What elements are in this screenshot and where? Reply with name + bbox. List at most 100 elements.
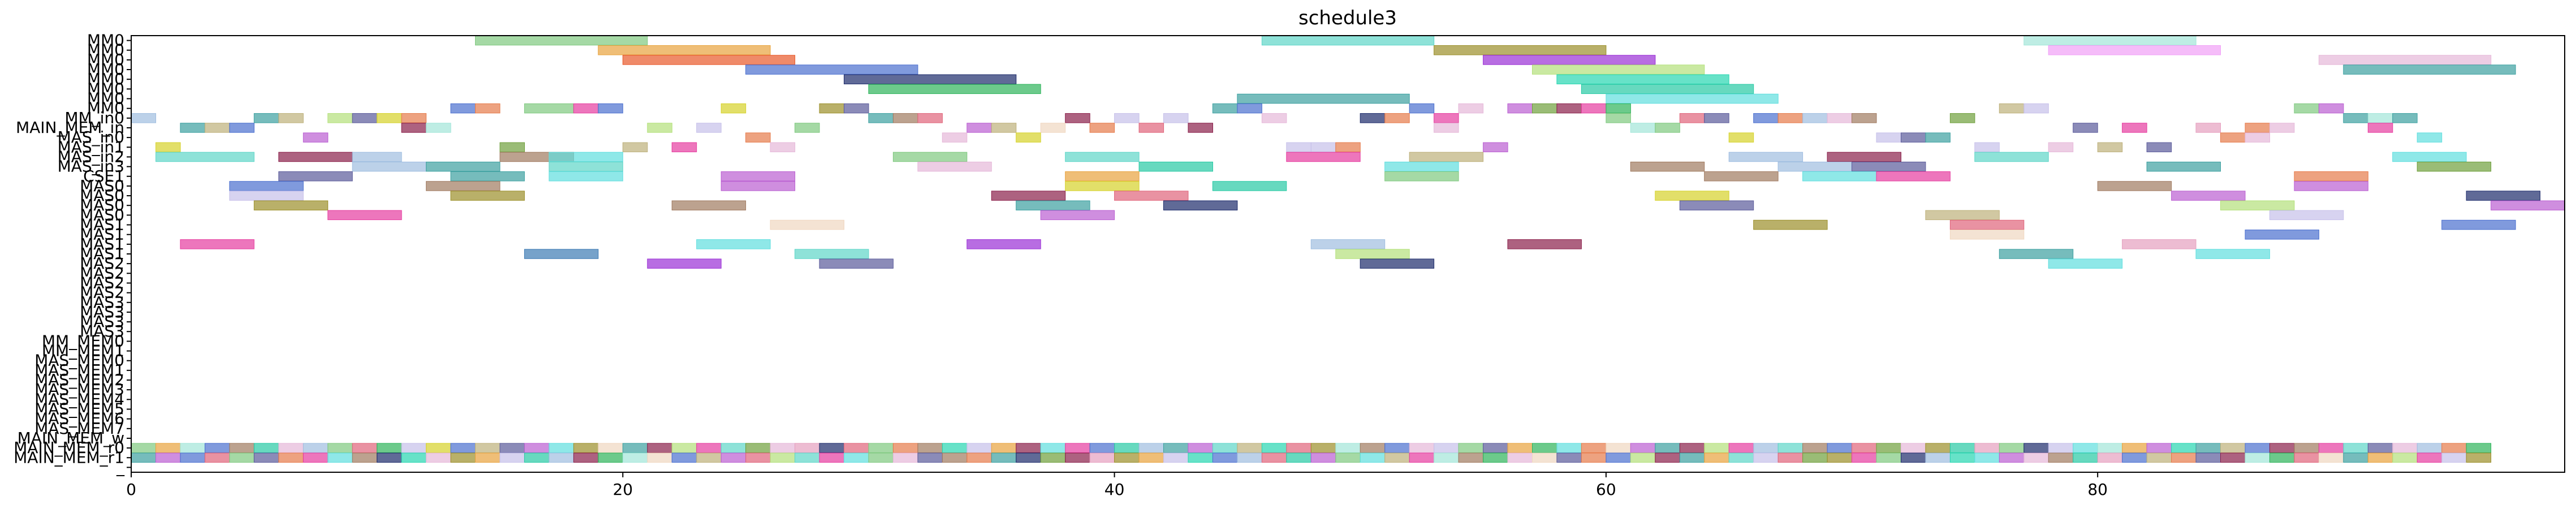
task-bar: [278, 443, 304, 453]
task-bar: [524, 452, 550, 463]
task-bars: [131, 35, 2565, 463]
task-bar: [499, 142, 525, 153]
task-bar: [1655, 123, 1680, 133]
task-bar: [549, 443, 574, 453]
task-bar: [1335, 249, 1410, 259]
task-bar: [1876, 452, 1901, 463]
task-bar: [278, 113, 304, 123]
task-bar: [819, 452, 844, 463]
task-bar: [770, 142, 796, 153]
task-bar: [327, 210, 402, 221]
task-bar: [549, 152, 623, 162]
task-bar: [1286, 452, 1311, 463]
task-bar: [2318, 443, 2344, 453]
task-bar: [303, 452, 329, 463]
task-bar: [2491, 200, 2565, 210]
task-bar: [1040, 210, 1115, 221]
y-axis-labels: MM0MM0MM0MM0MM0MM0MM0MM0MM_in0MAIN_MEM_i…: [14, 31, 131, 476]
task-bar: [1901, 132, 1926, 143]
task-bar: [745, 64, 918, 75]
task-bar: [1581, 452, 1607, 463]
task-bar: [573, 443, 599, 453]
task-bar: [1483, 443, 1508, 453]
task-bar: [2245, 452, 2270, 463]
task-bar: [2466, 191, 2541, 201]
y-tick-label: MM0: [87, 99, 124, 118]
task-bar: [2122, 123, 2147, 133]
task-bar: [2318, 55, 2492, 65]
task-bar: [377, 113, 402, 123]
task-bar: [352, 452, 378, 463]
task-bar: [1532, 443, 1557, 453]
task-bar: [1483, 55, 1656, 65]
task-bar: [770, 219, 844, 230]
task-bar: [1237, 93, 1410, 104]
task-bar: [450, 171, 525, 182]
x-tick-label: 80: [2087, 480, 2108, 499]
task-bar: [892, 113, 918, 123]
task-bar: [720, 171, 796, 182]
task-bar: [1606, 93, 1779, 104]
task-bar: [1974, 152, 2049, 162]
task-bar: [1163, 200, 1238, 210]
y-tick-label: MAS3: [80, 322, 124, 340]
task-bar: [1777, 452, 1803, 463]
task-bar: [229, 443, 254, 453]
task-bar: [156, 152, 254, 162]
task-bar: [1261, 443, 1287, 453]
task-bar: [844, 103, 869, 114]
task-bar: [720, 452, 747, 463]
task-bar: [1310, 443, 1336, 453]
task-bar: [2392, 443, 2418, 453]
task-bar: [450, 103, 476, 114]
y-tick-label: MM0: [87, 41, 124, 59]
task-bar: [917, 161, 992, 172]
task-bar: [2220, 443, 2246, 453]
task-bar: [2367, 452, 2393, 463]
task-bar: [2294, 171, 2368, 182]
task-bar: [1556, 103, 1582, 114]
task-bar: [1999, 103, 2025, 114]
task-bar: [1606, 452, 1631, 463]
task-bar: [426, 123, 451, 133]
task-bar: [2343, 64, 2516, 75]
task-bar: [1458, 443, 1484, 453]
y-tick-label: MM_in0: [64, 109, 124, 127]
y-tick-label: MAS_MEM7: [34, 419, 124, 438]
task-bar: [352, 161, 427, 172]
task-bar: [1114, 191, 1189, 201]
task-bar: [598, 443, 623, 453]
task-bar: [1532, 452, 1557, 463]
task-bar: [278, 152, 353, 162]
task-bar: [696, 452, 722, 463]
task-bar: [647, 123, 672, 133]
task-bar: [1360, 113, 1386, 123]
task-bar: [426, 452, 451, 463]
task-bar: [2466, 443, 2492, 453]
task-bar: [1876, 443, 1901, 453]
y-tick-label: MAS2: [80, 273, 124, 292]
y-tick-label: MAS3: [80, 303, 124, 321]
task-bar: [1630, 161, 1705, 172]
task-bar: [647, 443, 672, 453]
task-bar: [549, 171, 623, 182]
task-bar: [2097, 452, 2123, 463]
y-tick-label: MAS1: [80, 235, 124, 253]
task-bar: [1655, 191, 1729, 201]
task-bar: [2417, 443, 2443, 453]
task-bar: [1434, 452, 1459, 463]
x-tick-label: 60: [1596, 480, 1616, 499]
x-tick-label: 40: [1104, 480, 1125, 499]
y-tick-label: MAS_in3: [58, 157, 124, 176]
task-bar: [720, 181, 796, 191]
task-bar: [2294, 181, 2368, 191]
task-bar: [475, 443, 500, 453]
task-bar: [942, 443, 968, 453]
task-bar: [2073, 123, 2098, 133]
task-bar: [2343, 113, 2368, 123]
task-bar: [696, 123, 722, 133]
task-bar: [229, 452, 254, 463]
task-bar: [2220, 132, 2246, 143]
task-bar: [2146, 142, 2172, 153]
task-bar: [1925, 443, 1951, 453]
